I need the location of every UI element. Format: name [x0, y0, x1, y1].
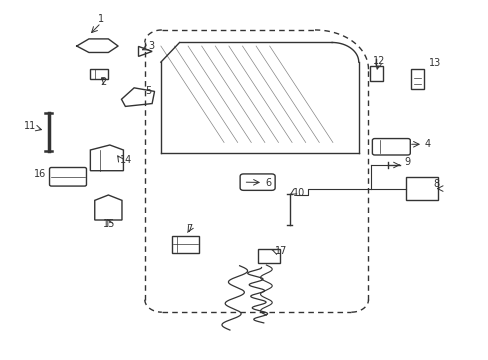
Text: 12: 12 [372, 57, 384, 66]
Text: 5: 5 [145, 86, 151, 96]
Text: 8: 8 [432, 179, 438, 189]
Text: 13: 13 [428, 58, 441, 68]
Text: 10: 10 [292, 188, 305, 198]
Bar [406, 177, 437, 201]
Text: 14: 14 [120, 155, 132, 165]
Bar [410, 68, 423, 89]
Text: 17: 17 [275, 247, 287, 256]
Text: 16: 16 [34, 168, 46, 179]
Text: 2: 2 [100, 77, 106, 87]
Text: 6: 6 [264, 177, 270, 188]
Text: 3: 3 [148, 41, 154, 51]
Text: 9: 9 [403, 157, 409, 167]
Bar [369, 66, 382, 81]
Text: 7: 7 [185, 224, 192, 234]
Text: 11: 11 [23, 121, 36, 131]
Text: 4: 4 [424, 139, 429, 149]
Text: 1: 1 [98, 14, 104, 23]
Text: 15: 15 [103, 219, 115, 229]
